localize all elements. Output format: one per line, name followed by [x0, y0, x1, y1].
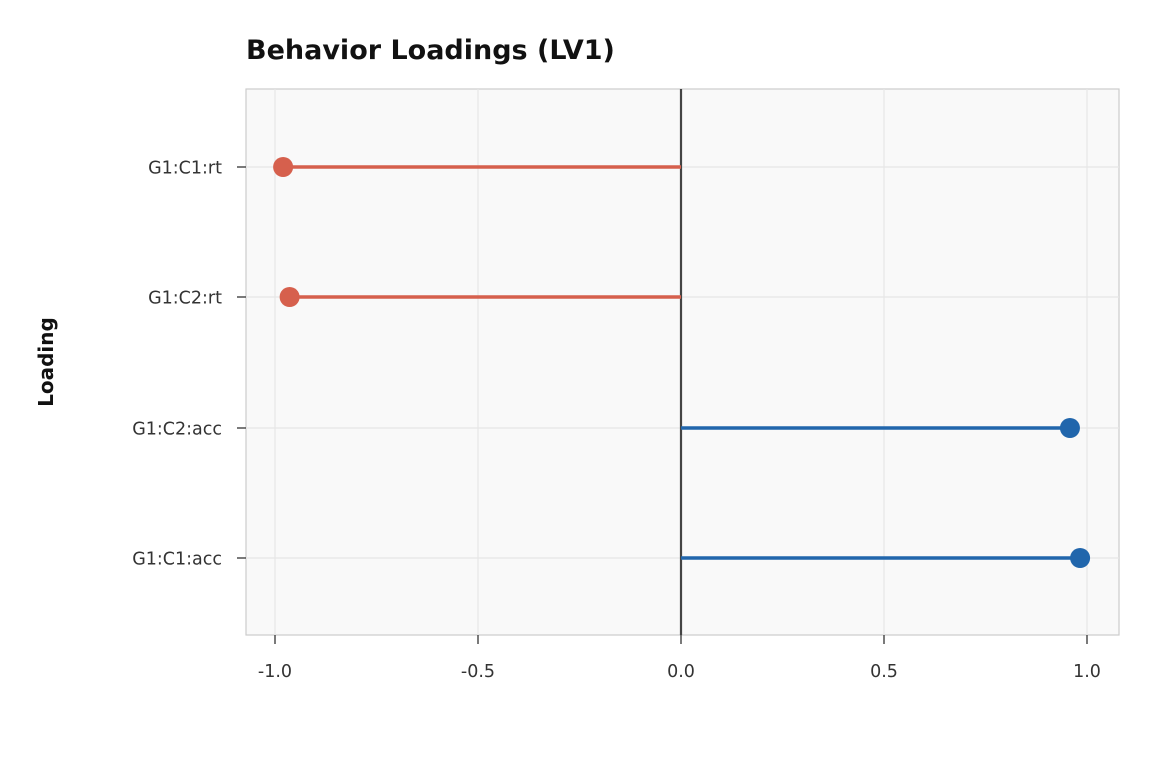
data-point [273, 157, 294, 177]
x-axis-ticks: -1.0 -0.5 0.0 0.5 1.0 [258, 635, 1101, 682]
lollipop-stems [283, 165, 1081, 560]
data-point [1070, 548, 1091, 568]
y-axis-ticks: G1:C1:rt G1:C2:rt G1:C2:acc G1:C1:acc [132, 159, 246, 570]
y-tick-label: G1:C2:acc [132, 420, 222, 440]
lollipop-dots [273, 157, 1091, 568]
x-tick-label: 0.5 [870, 662, 898, 682]
x-tick-label: -1.0 [258, 662, 292, 682]
data-point [279, 287, 300, 307]
plot-panel [245, 88, 1120, 636]
x-tick-label: -0.5 [461, 662, 495, 682]
data-point [1059, 418, 1080, 438]
y-axis-label: Loading [34, 317, 58, 407]
y-tick-label: G1:C2:rt [148, 289, 222, 309]
y-tick-label: G1:C1:rt [148, 159, 222, 179]
chart-title: Behavior Loadings (LV1) [246, 35, 615, 66]
x-tick-label: 0.0 [667, 662, 695, 682]
y-tick-label: G1:C1:acc [132, 550, 222, 570]
x-tick-label: 1.0 [1073, 662, 1101, 682]
